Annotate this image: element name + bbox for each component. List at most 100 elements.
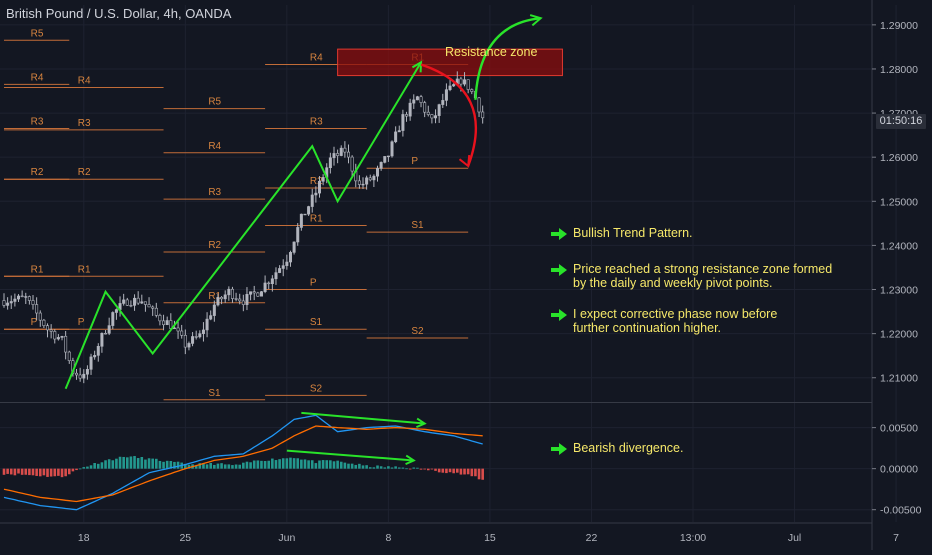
candle-body (408, 102, 412, 117)
macd-histogram-bar (278, 459, 281, 469)
x-tick-label: 7 (893, 532, 899, 544)
macd-histogram-bar (394, 466, 397, 469)
macd-histogram-bar (332, 461, 336, 469)
macd-histogram-bar (227, 464, 231, 469)
continuation-arrow-head (529, 14, 543, 27)
macd-histogram-bar (426, 468, 430, 471)
macd-panel (2, 414, 484, 511)
candle-body (419, 96, 423, 103)
macd-histogram-bar (354, 464, 358, 469)
macd-histogram-bar (379, 466, 383, 469)
macd-histogram-bar (82, 467, 86, 469)
macd-histogram-bar (216, 463, 220, 469)
candle-body (278, 268, 282, 273)
macd-histogram-bar (343, 462, 347, 469)
macd-histogram-bar (129, 456, 133, 469)
pivot-label: R3 (208, 187, 221, 198)
candle-body (220, 297, 224, 300)
candle-body (299, 213, 303, 228)
candle-body (172, 327, 176, 330)
x-tick-label: 15 (484, 532, 496, 544)
pivot-lines: R5 R4 R3 R2 R1 P R4 R3 R2 R1 P R5 R4 R3 R2 R1 S1 R4 R3 R2 R1… (4, 28, 469, 401)
macd-histogram-bar (474, 468, 477, 477)
candle-body (336, 153, 340, 156)
pivot-label: R2 (208, 240, 221, 251)
candle-body (24, 296, 28, 298)
y-tick-label: 1.24000 (880, 240, 918, 252)
pivot-label: R5 (31, 28, 44, 39)
macd-histogram-bar (75, 468, 78, 471)
candle-body (13, 298, 17, 302)
candle-body (93, 355, 97, 358)
macd-histogram-bar (17, 468, 20, 474)
macd-tick-label: 0.00000 (880, 464, 918, 476)
candle-body (60, 335, 64, 338)
macd-histogram-bar (434, 468, 437, 471)
macd-histogram-bar (318, 460, 321, 469)
candle-body (430, 114, 434, 119)
candle-body (223, 294, 227, 300)
macd-histogram-bar (49, 468, 53, 477)
macd-histogram-bar (6, 468, 9, 474)
macd-histogram-bar (441, 468, 445, 473)
candle-body (303, 213, 307, 216)
macd-histogram-bar (209, 462, 212, 469)
candle-body (292, 241, 296, 253)
candle-body (281, 265, 285, 269)
candle-body (238, 298, 242, 302)
candle-body (125, 299, 129, 306)
pivot-label: S1 (208, 388, 221, 399)
macd-histogram-bar (452, 468, 455, 474)
macd-histogram-bar (38, 468, 42, 477)
candle-body (241, 300, 245, 305)
candle-body (390, 141, 394, 157)
macd-histogram-bar (234, 464, 238, 469)
candle-body (133, 297, 137, 306)
macd-histogram-bar (133, 456, 136, 469)
macd-histogram-bar (238, 464, 242, 469)
macd-histogram-bar (118, 456, 122, 469)
candle-body (143, 301, 147, 305)
candle-body (394, 131, 398, 143)
macd-histogram-bar (107, 459, 111, 469)
pivot-label: R5 (208, 97, 221, 108)
candle-body (307, 206, 311, 215)
macd-histogram-bar (412, 467, 416, 469)
candle-body (151, 306, 155, 309)
macd-histogram-bar (158, 460, 162, 469)
candle-body (245, 294, 249, 305)
candle-body (470, 89, 474, 92)
macd-histogram-bar (416, 467, 419, 469)
divergence-arrow-head (405, 454, 416, 466)
macd-histogram-bar (35, 468, 38, 476)
candle-body (136, 297, 140, 304)
candle-body (194, 336, 198, 338)
candle-body (361, 183, 365, 186)
macd-histogram-bar (140, 456, 144, 469)
macd-histogram-bar (383, 467, 387, 469)
macd-histogram-bar (405, 468, 408, 470)
candle-body (466, 79, 470, 90)
candle-body (140, 301, 144, 304)
x-tick-label: 8 (385, 532, 391, 544)
candle-body (56, 337, 60, 340)
macd-histogram-bar (303, 459, 307, 469)
macd-histogram-bar (401, 467, 405, 469)
candle-body (31, 300, 35, 305)
candle-body (227, 288, 231, 296)
candle-body (49, 329, 53, 332)
pivot-label: R1 (31, 264, 44, 275)
candle-body (129, 304, 133, 307)
candle-body (111, 312, 115, 326)
macd-histogram-bar (271, 458, 274, 469)
macd-histogram-bar (263, 461, 267, 469)
macd-histogram-bar (93, 463, 96, 469)
macd-histogram-bar (408, 468, 412, 470)
divergence-arrow (286, 449, 414, 462)
macd-histogram-bar (274, 460, 278, 469)
correction-arrow-head (458, 154, 471, 168)
macd-histogram-bar (213, 464, 216, 469)
macd-histogram-bar (169, 460, 173, 469)
